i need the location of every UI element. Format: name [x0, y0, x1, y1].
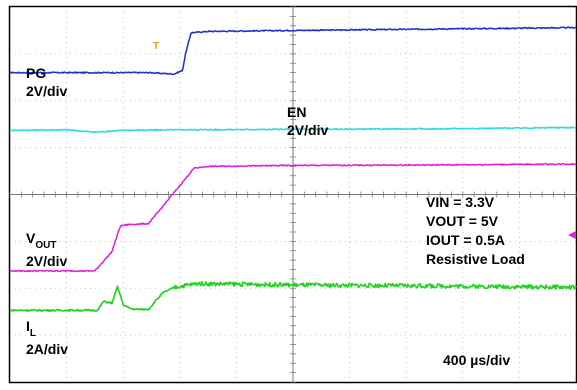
grid	[9, 6, 577, 383]
pg-name: PG	[26, 65, 47, 81]
vout-name-main: V	[26, 230, 36, 246]
vout-name: VOUT	[26, 230, 67, 251]
pg-scale: 2V/div	[26, 83, 68, 99]
condition-vin: VIN = 3.3V	[426, 194, 495, 210]
trace-vout	[9, 162, 577, 273]
time-scale-label: 400 µs/div	[443, 352, 511, 368]
il-label: IL 2A/div	[26, 318, 68, 357]
trace-pg	[9, 26, 576, 76]
vout-level-marker-icon	[568, 231, 576, 239]
condition-vout: VOUT = 5V	[426, 213, 498, 229]
condition-iout: IOUT = 0.5A	[426, 232, 505, 248]
vout-name-sub: OUT	[35, 240, 57, 251]
en-label: EN 2V/div	[287, 104, 328, 138]
traces	[9, 26, 577, 312]
pg-label: PG 2V/div	[26, 65, 67, 99]
vout-scale: 2V/div	[26, 253, 68, 269]
trace-en	[9, 126, 577, 134]
trace-il	[9, 280, 577, 312]
il-scale: 2A/div	[26, 341, 69, 357]
il-name-sub: L	[29, 328, 36, 339]
trigger-marker-icon: T	[153, 41, 159, 52]
il-name: IL	[26, 318, 68, 339]
il-name-main: I	[26, 318, 30, 334]
vout-label: VOUT 2V/div	[26, 230, 67, 269]
en-scale: 2V/div	[287, 122, 329, 138]
en-name: EN	[287, 104, 307, 120]
conditions-annotation: VIN = 3.3V VOUT = 5V IOUT = 0.5A Resisti…	[426, 193, 525, 269]
condition-load: Resistive Load	[426, 251, 525, 267]
